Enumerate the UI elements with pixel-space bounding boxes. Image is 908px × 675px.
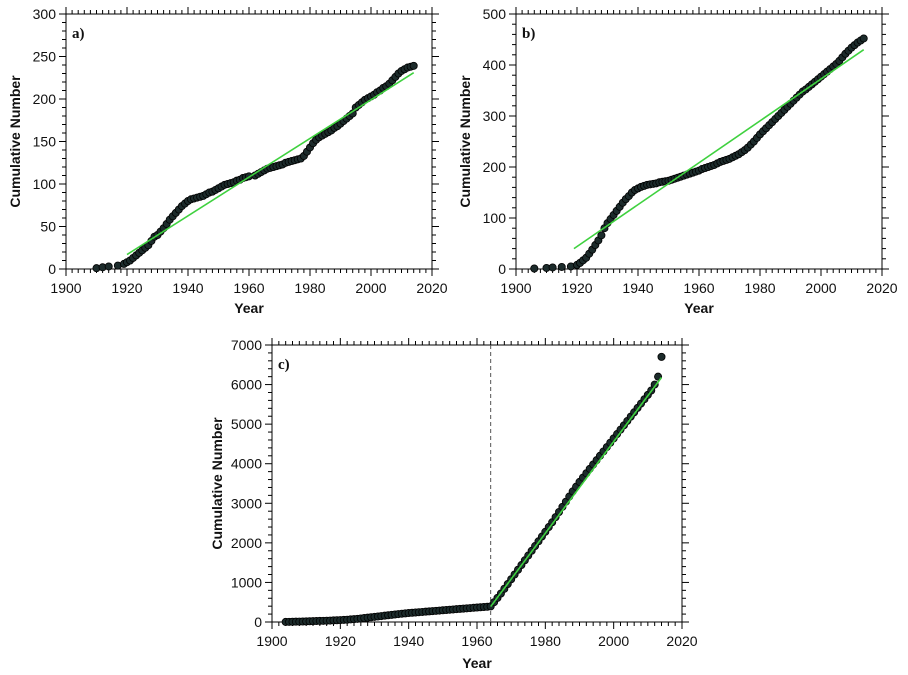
y-tick-label: 300 [483,108,507,124]
y-tick-label: 2000 [231,535,262,551]
data-point [859,34,868,43]
x-tick-label: 1960 [461,633,492,649]
y-tick-label: 200 [483,159,507,175]
x-tick-label: 1940 [393,633,424,649]
x-tick-label: 1940 [172,280,203,296]
x-tick-label: 1940 [622,280,653,296]
data-point [104,262,113,271]
x-tick-label: 1980 [744,280,775,296]
x-axis-title: Year [234,300,264,316]
x-tick-label: 1980 [294,280,325,296]
y-tick-label: 250 [33,49,57,65]
x-tick-label: 1960 [233,280,264,296]
x-tick-label: 2000 [355,280,386,296]
panel-label: b) [522,26,535,42]
data-point [650,380,659,389]
x-tick-label: 2020 [416,280,447,296]
y-axis-title: Cumulative Number [7,75,23,208]
y-tick-label: 50 [40,219,56,235]
y-tick-label: 7000 [231,337,262,353]
y-tick-label: 300 [33,6,57,22]
y-tick-label: 5000 [231,416,262,432]
x-tick-label: 1900 [500,280,531,296]
x-axis-title: Year [462,655,492,671]
y-tick-label: 200 [33,91,57,107]
y-tick-label: 100 [33,176,57,192]
y-axis-title: Cumulative Number [457,75,473,208]
panel-c: 1900 1920 1940 1960 1980 2000 2020 0 1000 2000 300… [209,337,698,671]
plot-frame [271,344,683,623]
data-point [409,61,418,70]
fit-line [126,71,415,256]
fit-line [490,376,663,608]
x-tick-label: 2020 [866,280,897,296]
y-tick-label: 0 [498,261,506,277]
y-tick-label: 500 [483,6,507,22]
panel-b: 1900 1920 1940 1960 1980 2000 2020 0 100 200 300 40… [457,6,898,316]
y-tick-label: 1000 [231,574,262,590]
x-tick-label: 1920 [325,633,356,649]
data-point [530,264,539,273]
y-tick-label: 6000 [231,377,262,393]
y-tick-label: 3000 [231,495,262,511]
y-tick-label: 150 [33,134,57,150]
plot-frame [65,13,433,270]
x-tick-label: 2000 [805,280,836,296]
y-tick-label: 0 [254,614,262,630]
x-tick-label: 1920 [111,280,142,296]
panel-label: c) [278,357,290,373]
data-point [597,231,606,240]
y-axis-title: Cumulative Number [209,417,225,550]
y-tick-label: 0 [48,261,56,277]
plot-frame [515,13,883,270]
y-tick-label: 100 [483,210,507,226]
x-tick-label: 1900 [256,633,287,649]
y-tick-label: 4000 [231,456,262,472]
panel-label: a) [72,26,85,42]
data-point [657,352,666,361]
x-tick-label: 1960 [683,280,714,296]
data-point [548,263,557,272]
x-tick-label: 2000 [598,633,629,649]
fit-line [573,49,865,250]
x-tick-label: 1900 [50,280,81,296]
panel-a: 1900 1920 1940 1960 1980 2000 2020 0 50 100 150 200… [7,6,448,316]
x-tick-label: 1980 [530,633,561,649]
y-tick-label: 400 [483,57,507,73]
x-tick-label: 2020 [666,633,697,649]
x-tick-label: 1920 [561,280,592,296]
data-point [557,262,566,271]
x-axis-title: Year [684,300,714,316]
